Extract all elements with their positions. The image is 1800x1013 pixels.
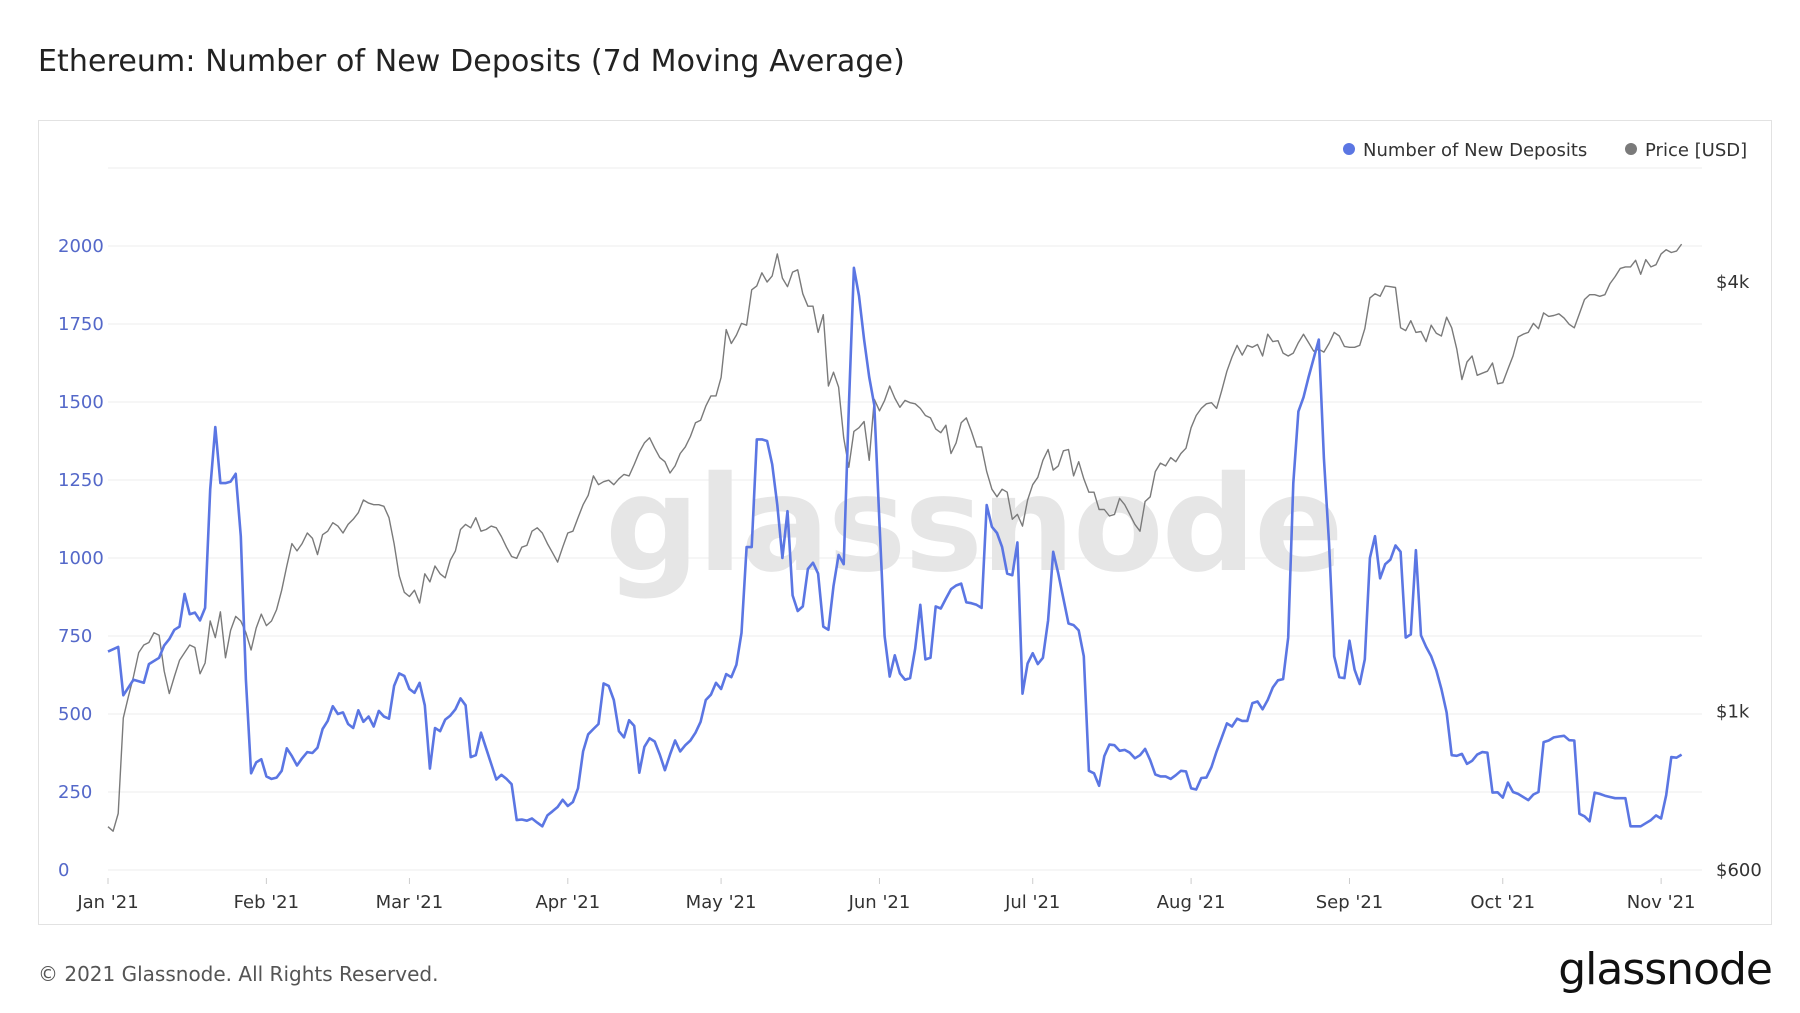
left-tick-label: 2000	[58, 236, 104, 257]
brand-logo: glassnode	[1558, 944, 1773, 995]
left-tick-label: 0	[58, 860, 69, 881]
grid-lines	[108, 167, 1702, 871]
x-tick-label: Apr '21	[535, 892, 600, 913]
x-tick-label: May '21	[686, 892, 757, 913]
legend-marker-icon	[1625, 143, 1637, 155]
left-tick-label: 1000	[58, 548, 104, 569]
chart-frame	[38, 120, 1772, 925]
legend-item[interactable]: Price [USD]	[1625, 140, 1747, 161]
deposits-series-layer	[107, 266, 1683, 828]
left-tick-label: 1250	[58, 470, 104, 491]
x-tick-label: Oct '21	[1470, 892, 1535, 913]
x-axis-ticks: Jan '21 Feb '21 Mar '21 Apr '21 May '21 Jun '…	[76, 878, 1695, 913]
left-tick-label: 1500	[58, 392, 104, 413]
price-line	[107, 243, 1683, 832]
left-tick-label: 250	[58, 782, 92, 803]
copyright-footer: © 2021 Glassnode. All Rights Reserved.	[38, 962, 439, 986]
legend: Number of New Deposits Price [USD]	[1343, 140, 1747, 161]
x-tick-label: Feb '21	[234, 892, 299, 913]
right-tick-label: $600	[1716, 860, 1762, 881]
left-axis-ticks: 0 250 500 750 1000 1250 1500 1750 2000	[58, 236, 104, 881]
right-tick-label: $4k	[1716, 272, 1750, 293]
x-tick-label: Sep '21	[1316, 892, 1384, 913]
legend-marker-icon	[1343, 143, 1355, 155]
legend-label: Price [USD]	[1645, 140, 1747, 161]
deposits-line	[107, 266, 1683, 828]
left-tick-label: 750	[58, 626, 92, 647]
legend-item[interactable]: Number of New Deposits	[1343, 140, 1587, 161]
x-tick-label: Aug '21	[1157, 892, 1226, 913]
price-series-layer	[107, 243, 1683, 832]
x-tick-label: Mar '21	[376, 892, 444, 913]
x-tick-label: Nov '21	[1627, 892, 1696, 913]
right-tick-label: $1k	[1716, 702, 1750, 723]
page-title: Ethereum: Number of New Deposits (7d Mov…	[38, 44, 905, 79]
watermark-text: glassnode	[605, 448, 1342, 602]
x-tick-label: Jun '21	[848, 892, 911, 913]
left-tick-label: 1750	[58, 314, 104, 335]
legend-label: Number of New Deposits	[1363, 140, 1587, 161]
x-tick-label: Jan '21	[76, 892, 138, 913]
left-tick-label: 500	[58, 704, 92, 725]
x-tick-label: Jul '21	[1004, 892, 1060, 913]
right-axis-ticks: $600 $1k $4k	[1716, 272, 1762, 881]
